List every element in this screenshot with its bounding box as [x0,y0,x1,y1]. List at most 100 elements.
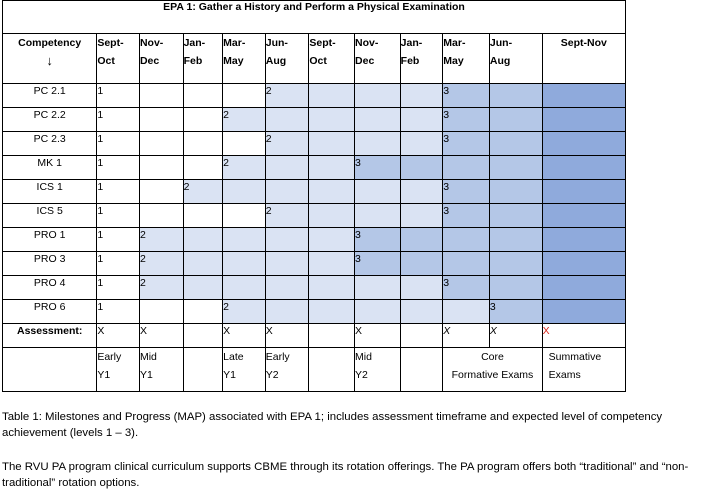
level-cell: 1 [96,131,140,156]
column-header: Mar- May [222,33,266,84]
period-label [1,347,98,392]
level-cell [488,203,543,228]
level-cell [354,179,401,204]
period-label: Mid Y2 [354,347,401,392]
competency-name: PRO 4 [1,275,98,300]
level-cell: 2 [138,275,184,300]
column-header-top: Mar- [443,37,466,49]
competency-name: PRO 3 [1,251,98,276]
column-header-bottom: Aug [489,55,511,67]
level-cell [541,179,627,204]
level-cell: 3 [442,179,490,204]
competency-name: PC 2.1 [1,83,98,108]
level-cell: 1 [96,275,140,300]
level-cell: 1 [96,155,140,180]
level-cell [138,299,184,324]
column-header-bottom: May [223,55,244,67]
period-label-line2: Y2 [265,369,279,381]
level-cell [138,131,184,156]
level-cell [308,299,356,324]
level-cell [488,131,543,156]
competency-name: PC 2.3 [1,131,98,156]
assessment-mark: X [541,323,627,348]
assessment-mark: X [488,323,543,348]
level-cell [354,203,401,228]
table-row: PC 2.1 1 2 3 [1,83,627,108]
column-header: Nov- Dec [354,33,401,84]
period-label-line2: Formative Exams [451,369,534,381]
column-header-top: Sept- [97,37,124,49]
period-label-line2: Y1 [139,369,153,381]
level-cell [222,179,266,204]
level-cell [222,203,266,228]
level-cell [308,203,356,228]
level-cell [182,251,224,276]
level-cell [399,131,444,156]
level-cell [222,83,266,108]
level-cell [442,155,490,180]
level-cell [138,83,184,108]
column-header-bottom: Oct [97,55,115,67]
level-cell [541,83,627,108]
column-header-top: Jun- [265,37,288,49]
period-label [308,347,356,392]
competency-name: PRO 6 [1,299,98,324]
arrow-down-icon: ↓ [46,53,53,68]
level-cell: 2 [264,131,310,156]
period-label: Early Y1 [96,347,140,392]
level-cell [442,227,490,252]
level-cell: 3 [442,131,490,156]
column-header: Mar- May [442,33,490,84]
level-cell: 2 [222,299,266,324]
level-cell [354,107,401,132]
level-cell [354,131,401,156]
level-cell [399,275,444,300]
level-cell: 1 [96,107,140,132]
competency-header: Competency ↓ [1,33,98,84]
level-cell [488,107,543,132]
level-cell [264,251,310,276]
level-cell [222,275,266,300]
table-row: PC 2.2 1 2 3 [1,107,627,132]
level-cell [308,155,356,180]
period-label-line1: Early [97,351,122,363]
level-cell [222,227,266,252]
level-cell: 3 [488,299,543,324]
period-label-line1: Core [481,351,504,363]
level-cell [541,131,627,156]
level-cell [182,227,224,252]
level-cell [399,155,444,180]
level-cell [541,155,627,180]
column-header: Jan- Feb [399,33,444,84]
level-cell [222,251,266,276]
level-cell [399,251,444,276]
level-cell [308,131,356,156]
column-header-summative: Sept-Nov [541,33,627,84]
level-cell [399,299,444,324]
level-cell [182,275,224,300]
competency-name: ICS 1 [1,179,98,204]
period-label-line2: Y1 [223,369,236,381]
assessment-mark [399,323,444,348]
level-cell [182,107,224,132]
level-cell [182,131,224,156]
column-header-bottom: Aug [265,55,287,67]
table-caption: Table 1: Milestones and Progress (MAP) a… [2,411,663,439]
column-header: Sept- Oct [96,33,140,84]
level-cell [182,299,224,324]
level-cell [138,155,184,180]
level-cell [488,83,543,108]
level-cell: 1 [96,203,140,228]
period-label-line2: Y1 [97,369,111,381]
level-cell [488,227,543,252]
level-cell [222,131,266,156]
competency-name: PRO 1 [1,227,98,252]
period-row: Early Y1 Mid Y1 Late Y1 Early Y2 Mid Y2 Core Format… [1,347,627,392]
level-cell [182,203,224,228]
period-label-line1: Summative [548,351,602,363]
column-header-bottom: Dec [355,55,375,67]
table-row: PC 2.3 1 2 3 [1,131,627,156]
